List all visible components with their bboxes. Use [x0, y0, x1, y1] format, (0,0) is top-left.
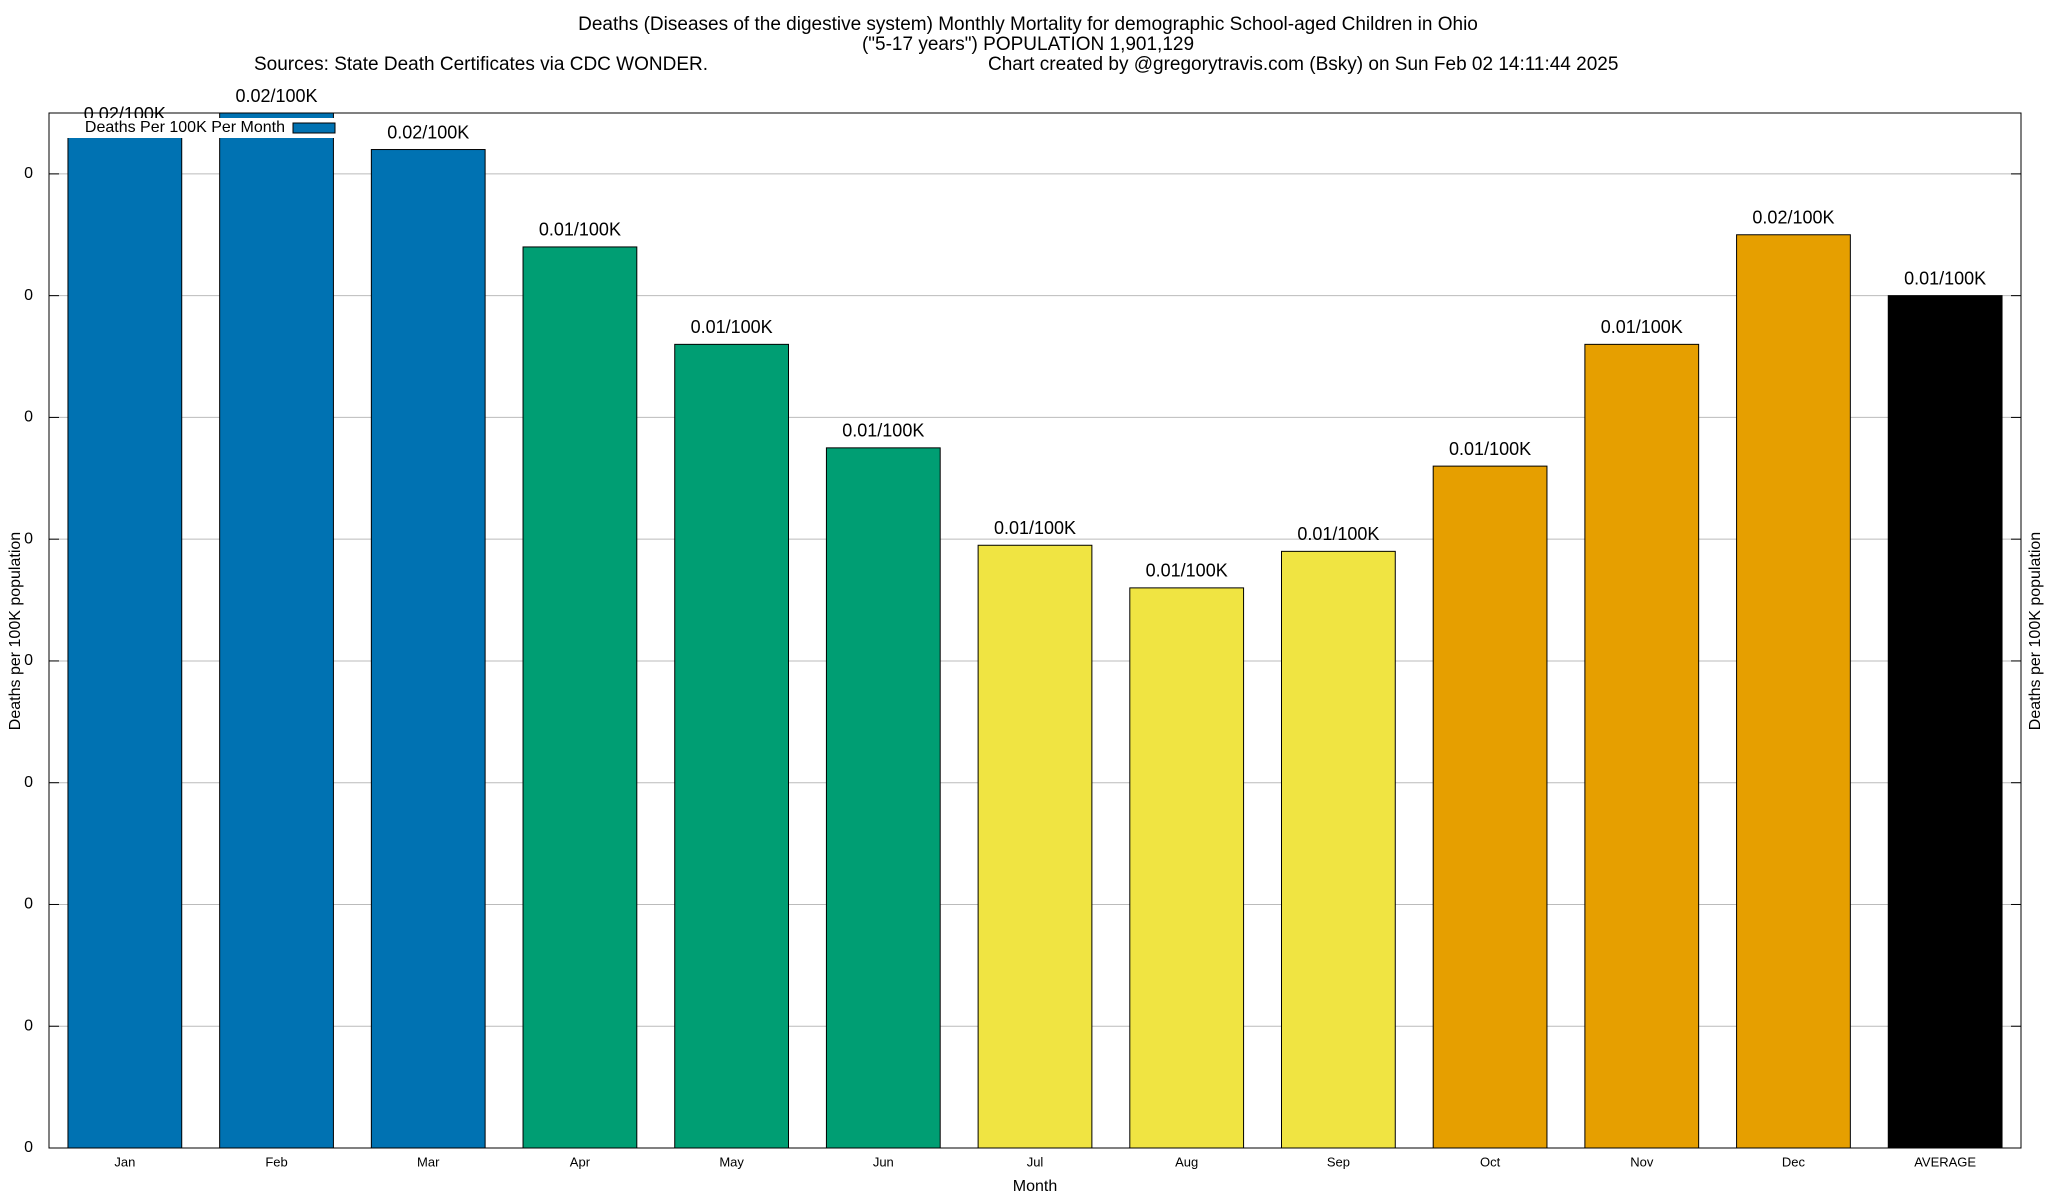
x-tick-label: Jan: [114, 1154, 135, 1169]
y-tick-label: 0: [24, 1017, 33, 1034]
bar: [1281, 550, 1396, 1149]
legend-swatch: [292, 122, 336, 134]
chart-credit: Chart created by @gregorytravis.com (Bsk…: [988, 54, 1618, 75]
x-tick-label: May: [719, 1154, 744, 1169]
plot-frame: [48, 112, 2022, 1149]
bar: [522, 246, 638, 1149]
x-tick-label: Jul: [1027, 1154, 1044, 1169]
x-tick-label: Jun: [873, 1154, 894, 1169]
chart-subtitle: ("5-17 years") POPULATION 1,901,129: [862, 34, 1194, 55]
x-tick-label: Apr: [570, 1154, 591, 1169]
value-label: 0.01/100K: [842, 421, 924, 441]
bar: [977, 544, 1093, 1149]
legend-box: [65, 118, 343, 138]
value-label: 0.01/100K: [1297, 524, 1379, 544]
bar: [825, 447, 941, 1149]
y-tick-label: 0: [24, 165, 33, 182]
value-label: 0.02/100K: [387, 122, 469, 142]
x-tick-label: Feb: [265, 1154, 287, 1169]
value-label: 0.01/100K: [1449, 439, 1531, 459]
y-tick-label: 0: [24, 1139, 33, 1156]
y-tick-label: 0: [24, 896, 33, 913]
x-axis-title: Month: [1013, 1178, 1057, 1195]
x-tick-label: Aug: [1175, 1154, 1198, 1169]
y-tick-label: 0: [24, 409, 33, 426]
value-label: 0.01/100K: [994, 518, 1076, 538]
y-tick-label: 0: [24, 774, 33, 791]
chart-title: Deaths (Diseases of the digestive system…: [578, 14, 1478, 35]
x-tick-label: AVERAGE: [1914, 1154, 1976, 1169]
legend-label: Deaths Per 100K Per Month: [85, 119, 285, 136]
y-tick-label: 0: [24, 287, 33, 304]
y-axis-title: Deaths per 100K population: [7, 532, 24, 730]
value-label: 0.01/100K: [539, 220, 621, 240]
y-tick-label: 0: [24, 530, 33, 547]
x-tick-label: Oct: [1480, 1154, 1501, 1169]
value-label: 0.02/100K: [235, 86, 317, 106]
bar: [674, 343, 790, 1149]
y2-axis-title: Deaths per 100K population: [2027, 532, 2044, 730]
bar: [370, 149, 486, 1149]
y-tick-label: 0: [24, 652, 33, 669]
bar: [1432, 465, 1548, 1149]
bar: [1584, 343, 1700, 1149]
x-tick-label: Nov: [1630, 1154, 1654, 1169]
value-label: 0.01/100K: [691, 317, 773, 337]
value-label: 0.02/100K: [1752, 208, 1834, 228]
bar: [1887, 295, 2003, 1149]
value-label: 0.01/100K: [1601, 317, 1683, 337]
bar: [1129, 587, 1245, 1149]
value-label: 0.01/100K: [1146, 561, 1228, 581]
bar: [219, 112, 334, 1149]
x-tick-label: Dec: [1782, 1154, 1806, 1169]
x-tick-label: Sep: [1327, 1154, 1350, 1169]
chart-source: Sources: State Death Certificates via CD…: [254, 54, 708, 75]
bar: [67, 130, 183, 1149]
value-label: 0.01/100K: [1904, 268, 1986, 288]
x-tick-label: Mar: [417, 1154, 440, 1169]
bar: [1736, 234, 1851, 1149]
